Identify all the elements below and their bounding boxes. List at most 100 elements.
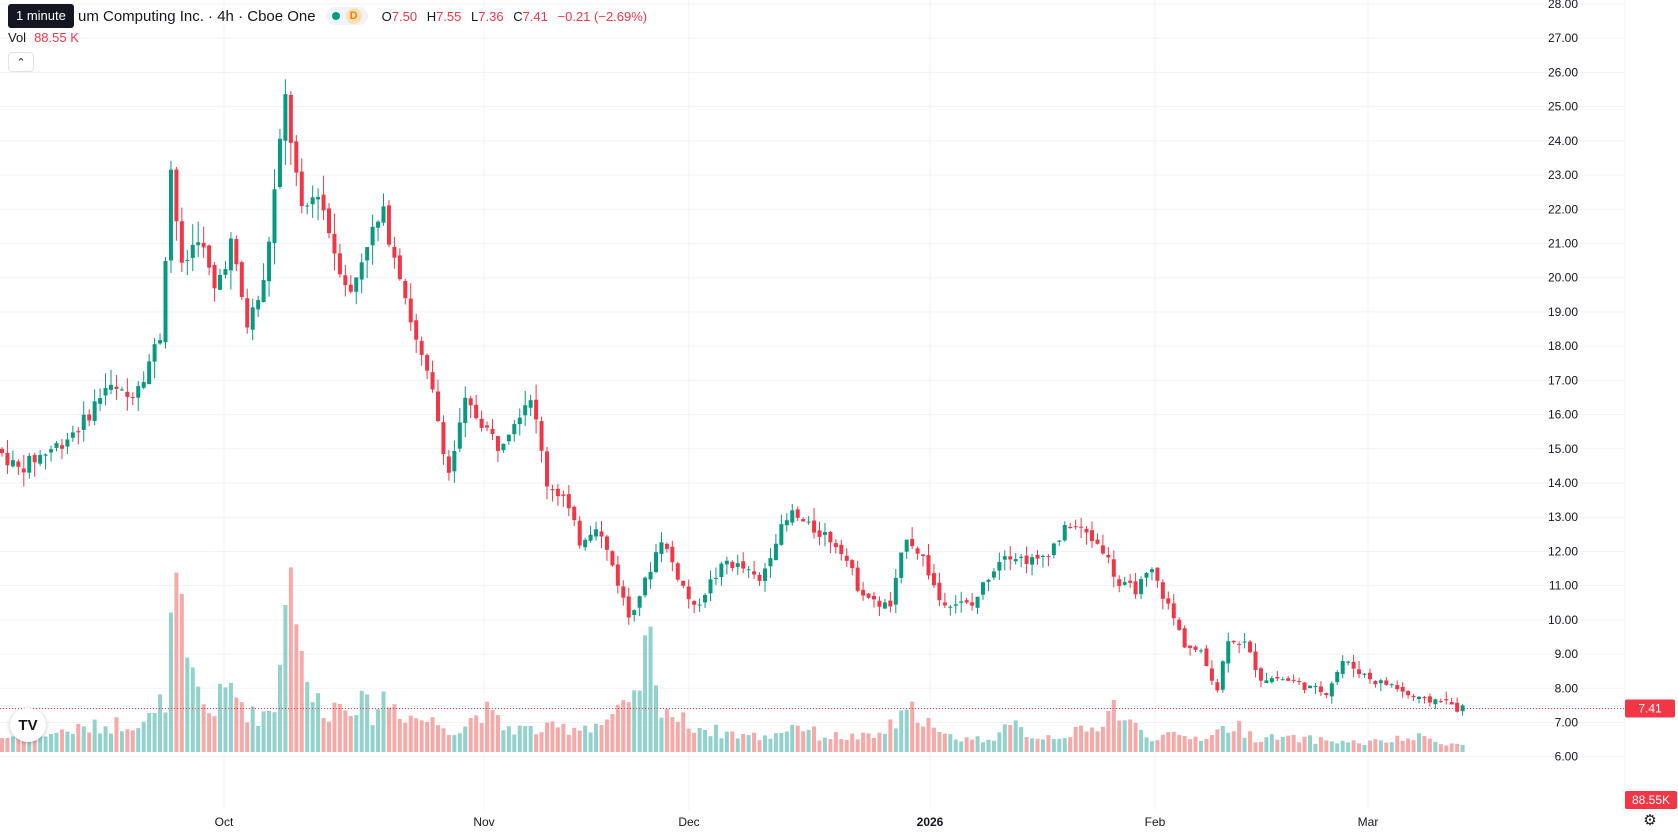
candle-body [54, 443, 59, 448]
volume-bar [991, 740, 996, 752]
last-volume-tag: 88.55K [1625, 791, 1677, 809]
candle-body [921, 554, 926, 556]
volume-bar [942, 733, 947, 752]
gear-icon[interactable]: ⚙ [1643, 812, 1657, 829]
volume-bar [812, 726, 817, 752]
price-tick-label: 25.00 [1548, 100, 1578, 114]
candle-body [441, 422, 446, 455]
volume-bar [1237, 720, 1242, 752]
candle-body [637, 596, 642, 608]
tradingview-logo-icon[interactable]: TV [10, 708, 46, 742]
candle-body [991, 571, 996, 578]
volume-legend[interactable]: Vol 88.55 K [8, 30, 79, 45]
volume-bar [1455, 743, 1460, 752]
candle-body [87, 414, 92, 421]
volume-bar [632, 690, 637, 752]
ohlc-values: O7.50 H7.55 L7.36 C7.41 −0.21 (−2.69%) [376, 9, 648, 24]
price-tick-label: 19.00 [1548, 305, 1578, 319]
candle-body [168, 169, 173, 261]
volume-bar [741, 733, 746, 752]
candle-body [730, 561, 735, 568]
volume-bar [828, 739, 833, 752]
symbol-legend[interactable]: um Computing Inc. · 4h · Cboe One D O7.5… [8, 6, 647, 26]
volume-bar [43, 736, 48, 752]
collapse-legend-button[interactable]: ⌃ [8, 52, 34, 72]
volume-bar [158, 694, 163, 752]
volume-bar [664, 709, 669, 752]
time-tick-label: Nov [473, 815, 494, 829]
candle-body [670, 546, 675, 563]
volume-bar [528, 725, 533, 752]
candle-body [550, 489, 555, 491]
volume-bar [1068, 737, 1073, 752]
volume-bar [261, 711, 266, 752]
candle-body [294, 141, 299, 173]
candle-body [109, 384, 113, 390]
candle-body [577, 520, 582, 546]
volume-bar [1209, 735, 1214, 752]
candle-body [1433, 699, 1438, 705]
volume-bar [686, 728, 691, 752]
volume-bar [1417, 733, 1421, 752]
price-axis[interactable]: 28.00 27.00 26.00 25.00 24.00 23.00 22.00 21.00… [1548, 0, 1578, 764]
market-status-pill[interactable]: D [325, 7, 368, 25]
candle-body [1051, 543, 1056, 556]
time-axis[interactable]: Oct Nov Dec 2026 Feb Mar [215, 815, 1379, 829]
volume-bar [1433, 741, 1438, 752]
candle-body [277, 138, 282, 188]
volume-bar [1111, 700, 1116, 752]
candle-body [1160, 582, 1165, 599]
volume-bar [910, 701, 915, 752]
volume-bar [937, 732, 942, 752]
candle-body [915, 548, 920, 554]
candle-body [1177, 619, 1182, 630]
candle-body [1117, 579, 1122, 586]
volume-bar [1155, 740, 1160, 752]
candle-body [436, 391, 440, 422]
volume-bar [817, 740, 822, 752]
candle-body [872, 595, 876, 600]
time-tick-label: Mar [1358, 815, 1379, 829]
candle-body [1264, 680, 1269, 684]
volume-bar [594, 723, 599, 752]
pill-d-label: D [345, 8, 362, 24]
candle-body [348, 284, 353, 292]
volume-bar [844, 739, 849, 752]
candle-body [604, 536, 609, 550]
interval-tooltip: 1 minute [8, 4, 74, 28]
candle-body [10, 460, 15, 467]
candle-body [621, 586, 626, 598]
volume-bar [1100, 726, 1105, 752]
price-tick-label: 21.00 [1548, 237, 1578, 251]
candle-body [16, 461, 21, 467]
volume-bar [545, 722, 549, 752]
volume-bar [577, 730, 582, 752]
volume-bar [1024, 737, 1029, 752]
volume-bar [256, 725, 261, 752]
symbol-title[interactable]: um Computing Inc. · 4h · Cboe One [78, 7, 316, 25]
volume-bar [1182, 735, 1187, 752]
candle-body [1373, 681, 1378, 685]
candle-body [512, 424, 517, 435]
volume-bar [539, 732, 544, 752]
candle-body [1139, 579, 1144, 595]
candle-body [964, 600, 969, 603]
volume-bar [1248, 731, 1253, 752]
candle-body [327, 208, 331, 234]
candle-body [332, 233, 337, 254]
volume-bar [201, 704, 206, 752]
volume-bar [1084, 731, 1089, 752]
candle-body [1417, 696, 1421, 700]
volume-bar [735, 738, 740, 752]
candle-body [539, 421, 544, 451]
candle-body [119, 389, 124, 391]
volume-bar [1057, 738, 1062, 752]
volume-bar [218, 683, 222, 752]
candle-body [844, 555, 849, 561]
candle-body [343, 275, 348, 286]
candle-body [136, 386, 141, 398]
candle-body [523, 405, 528, 416]
candle-body [185, 260, 190, 262]
volume-bar [953, 739, 958, 752]
